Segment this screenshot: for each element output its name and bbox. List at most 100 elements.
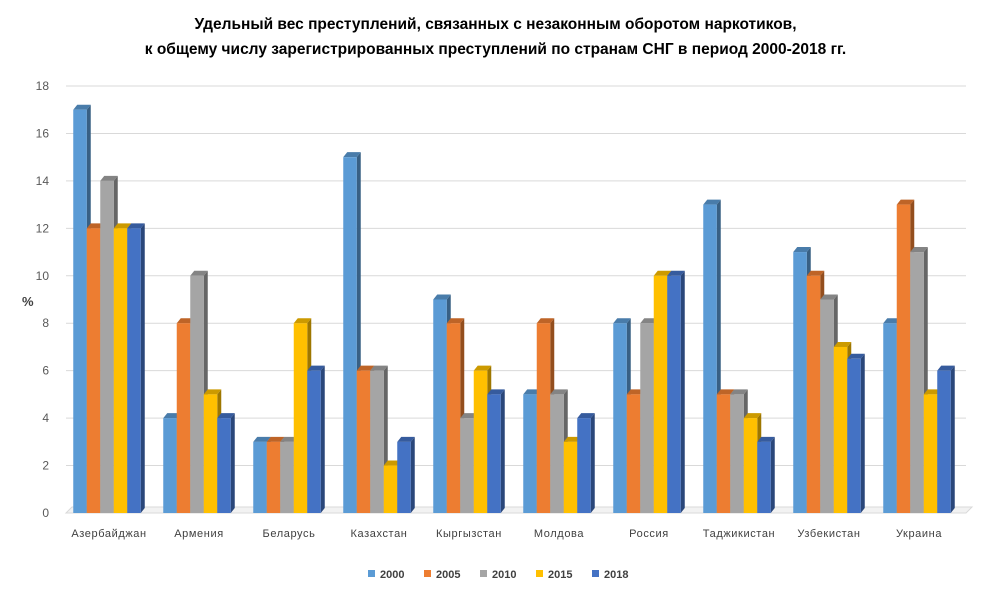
bars bbox=[73, 104, 955, 514]
bar-top bbox=[100, 175, 118, 181]
bar-top bbox=[280, 436, 298, 442]
bar-front bbox=[100, 180, 114, 513]
y-tick-label: 2 bbox=[42, 459, 49, 473]
bar-front bbox=[280, 441, 294, 513]
bar-side bbox=[320, 365, 325, 513]
y-axis-ticks: 0 2 4 6 8 10 12 14 16 18 bbox=[36, 79, 50, 520]
bar-top bbox=[523, 389, 541, 395]
y-tick-label: 14 bbox=[36, 174, 50, 188]
bar-top bbox=[793, 247, 811, 253]
x-category-label: Молдова bbox=[534, 528, 584, 540]
bar-top bbox=[397, 436, 415, 442]
y-tick-label: 0 bbox=[42, 506, 49, 520]
bar-front bbox=[577, 418, 591, 513]
bar-top bbox=[563, 436, 582, 442]
bar-front bbox=[716, 394, 731, 513]
bar-front bbox=[383, 465, 398, 513]
bar-side bbox=[860, 353, 865, 513]
bar-top bbox=[73, 104, 91, 110]
bar-top bbox=[266, 436, 285, 442]
bar-front bbox=[910, 252, 924, 514]
legend-swatch bbox=[536, 570, 543, 577]
y-tick-label: 8 bbox=[42, 316, 49, 330]
bar-top bbox=[127, 223, 145, 229]
x-category-label: Азербайджан bbox=[71, 528, 146, 540]
bar-top bbox=[806, 270, 825, 276]
bar-top bbox=[86, 223, 105, 229]
bar-front bbox=[923, 394, 938, 513]
bar-top bbox=[253, 436, 271, 442]
bar-top bbox=[307, 365, 325, 371]
legend-item-2018: 2018 bbox=[592, 569, 628, 581]
x-category-label: Узбекистан bbox=[797, 528, 860, 540]
bar-front bbox=[73, 109, 87, 513]
bar-side bbox=[680, 270, 685, 513]
bar-2018-7 bbox=[757, 436, 775, 513]
legend-label: 2015 bbox=[548, 569, 572, 581]
bar-2018-9 bbox=[937, 365, 955, 513]
bar-front bbox=[743, 418, 758, 513]
bar-front bbox=[730, 394, 744, 513]
bar-side bbox=[950, 365, 955, 513]
bar-2018-5 bbox=[577, 413, 595, 513]
bar-front bbox=[550, 394, 564, 513]
x-category-label: Россия bbox=[629, 528, 669, 540]
bar-top bbox=[640, 318, 658, 324]
bar-front bbox=[667, 275, 681, 513]
chart-title-line-2: к общему числу зарегистрированных престу… bbox=[144, 41, 847, 58]
y-tick-label: 18 bbox=[36, 79, 50, 93]
bar-front bbox=[847, 358, 861, 513]
y-axis-label: % bbox=[22, 294, 34, 309]
legend-swatch bbox=[424, 570, 431, 577]
legend-label: 2005 bbox=[436, 569, 460, 581]
bar-front bbox=[523, 394, 537, 513]
bar-front bbox=[937, 370, 951, 513]
bar-top bbox=[356, 365, 375, 371]
bar-front bbox=[833, 346, 848, 513]
y-tick-label: 4 bbox=[42, 411, 49, 425]
bar-front bbox=[793, 252, 807, 514]
bar-top bbox=[217, 413, 235, 419]
bar-top bbox=[716, 389, 735, 395]
bar-top bbox=[343, 152, 361, 158]
bar-top bbox=[937, 365, 955, 371]
legend-swatch bbox=[480, 570, 487, 577]
bar-top bbox=[667, 270, 685, 276]
bar-top bbox=[757, 436, 775, 442]
bar-top bbox=[653, 270, 672, 276]
bar-front bbox=[883, 323, 897, 513]
bar-top bbox=[910, 247, 928, 253]
bar-front bbox=[113, 228, 128, 514]
bar-front bbox=[653, 275, 668, 513]
bar-top bbox=[703, 199, 721, 205]
bar-top bbox=[577, 413, 595, 419]
bar-2018-6 bbox=[667, 270, 685, 513]
bar-front bbox=[757, 441, 771, 513]
bar-top bbox=[550, 389, 568, 395]
bar-2018-0 bbox=[127, 223, 145, 514]
y-tick-label: 12 bbox=[36, 221, 50, 235]
bar-front bbox=[820, 299, 834, 513]
bar-top bbox=[820, 294, 838, 300]
bar-top bbox=[113, 223, 132, 229]
bar-top bbox=[433, 294, 451, 300]
bar-top bbox=[896, 199, 915, 205]
bar-front bbox=[536, 323, 551, 513]
chart-title: Удельный вес преступлений, связанных с н… bbox=[0, 12, 991, 62]
legend-label: 2010 bbox=[492, 569, 516, 581]
legend-label: 2018 bbox=[604, 569, 628, 581]
bar-front bbox=[203, 394, 218, 513]
legend-item-2015: 2015 bbox=[536, 569, 572, 581]
bar-side bbox=[590, 413, 595, 513]
bar-top bbox=[923, 389, 942, 395]
bar-front bbox=[86, 228, 101, 514]
bar-front bbox=[127, 228, 141, 514]
bar-top bbox=[883, 318, 901, 324]
bar-2018-3 bbox=[397, 436, 415, 513]
bar-front bbox=[640, 323, 654, 513]
x-category-label: Казахстан bbox=[351, 528, 408, 540]
x-category-label: Украина bbox=[896, 528, 942, 540]
legend-swatch bbox=[368, 570, 375, 577]
y-tick-label: 10 bbox=[36, 269, 50, 283]
bar-front bbox=[896, 204, 911, 513]
